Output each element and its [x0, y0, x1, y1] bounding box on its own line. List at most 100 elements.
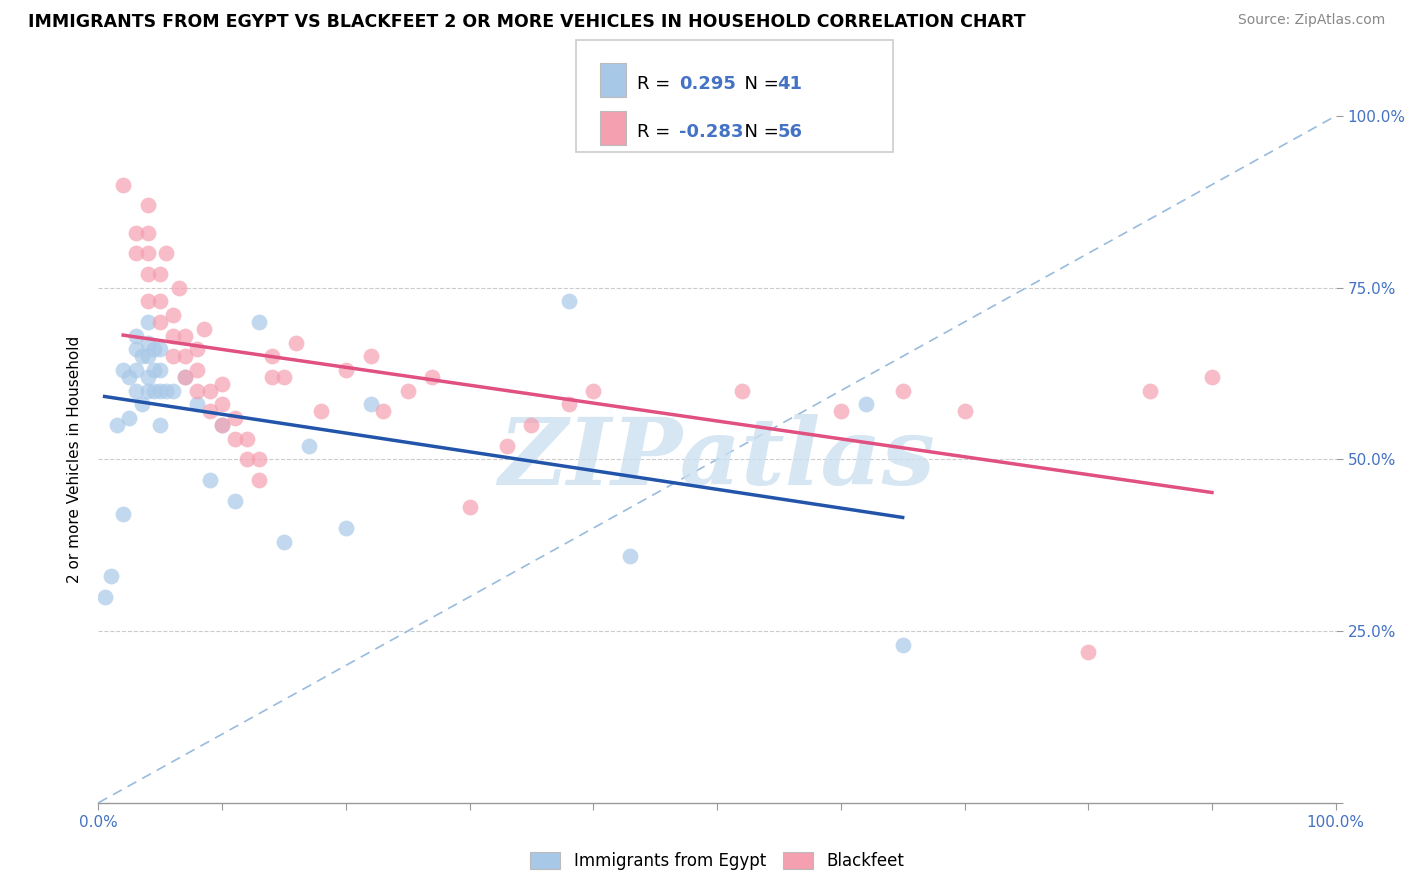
Point — [260, 350, 283, 364]
Point — [198, 473, 221, 487]
Point — [335, 521, 357, 535]
Point — [360, 350, 382, 364]
Y-axis label: 2 or more Vehicles in Household: 2 or more Vehicles in Household — [67, 335, 83, 583]
Point — [247, 452, 270, 467]
Point — [162, 308, 184, 322]
Point — [93, 590, 115, 604]
Point — [149, 384, 172, 398]
Text: IMMIGRANTS FROM EGYPT VS BLACKFEET 2 OR MORE VEHICLES IN HOUSEHOLD CORRELATION C: IMMIGRANTS FROM EGYPT VS BLACKFEET 2 OR … — [28, 13, 1026, 31]
Point — [224, 411, 246, 425]
Point — [136, 370, 159, 384]
Point — [112, 508, 135, 522]
Point — [557, 294, 579, 309]
Point — [174, 328, 197, 343]
Point — [582, 384, 605, 398]
Point — [186, 343, 208, 357]
Text: 0.295: 0.295 — [679, 75, 735, 93]
Point — [167, 281, 190, 295]
Point — [100, 569, 122, 583]
Point — [155, 246, 177, 260]
Point — [731, 384, 754, 398]
Point — [162, 328, 184, 343]
Point — [149, 294, 172, 309]
Point — [335, 363, 357, 377]
Point — [149, 363, 172, 377]
Point — [118, 370, 141, 384]
Legend: Immigrants from Egypt, Blackfeet: Immigrants from Egypt, Blackfeet — [523, 846, 911, 877]
Point — [162, 384, 184, 398]
Point — [855, 397, 877, 411]
Point — [198, 404, 221, 418]
Point — [495, 439, 517, 453]
Point — [131, 350, 153, 364]
Point — [371, 404, 394, 418]
Point — [112, 363, 135, 377]
Text: Source: ZipAtlas.com: Source: ZipAtlas.com — [1237, 13, 1385, 28]
Point — [224, 432, 246, 446]
Point — [136, 384, 159, 398]
Point — [155, 384, 177, 398]
Point — [360, 397, 382, 411]
Point — [131, 397, 153, 411]
Point — [891, 638, 914, 652]
Point — [273, 370, 295, 384]
Point — [136, 294, 159, 309]
Point — [1201, 370, 1223, 384]
Point — [136, 315, 159, 329]
Text: ZIPatlas: ZIPatlas — [499, 415, 935, 504]
Text: R =: R = — [637, 123, 676, 141]
Text: -0.283: -0.283 — [679, 123, 744, 141]
Text: 41: 41 — [778, 75, 803, 93]
Point — [422, 370, 444, 384]
Point — [891, 384, 914, 398]
Point — [124, 384, 146, 398]
Point — [186, 397, 208, 411]
Point — [143, 384, 166, 398]
Point — [273, 534, 295, 549]
Point — [211, 376, 233, 391]
Point — [198, 384, 221, 398]
Point — [309, 404, 332, 418]
Point — [285, 335, 308, 350]
Point — [557, 397, 579, 411]
Point — [174, 370, 197, 384]
Point — [149, 315, 172, 329]
Point — [396, 384, 419, 398]
Point — [136, 267, 159, 281]
Point — [174, 350, 197, 364]
Point — [124, 343, 146, 357]
Point — [1077, 645, 1099, 659]
Point — [224, 493, 246, 508]
Point — [211, 417, 233, 433]
Point — [136, 198, 159, 212]
Point — [124, 328, 146, 343]
Point — [124, 226, 146, 240]
Point — [162, 350, 184, 364]
Point — [247, 473, 270, 487]
Point — [112, 178, 135, 192]
Point — [193, 322, 215, 336]
Point — [458, 500, 481, 515]
Point — [211, 397, 233, 411]
Point — [260, 370, 283, 384]
Point — [953, 404, 976, 418]
Point — [136, 350, 159, 364]
Point — [830, 404, 852, 418]
Point — [1139, 384, 1161, 398]
Point — [186, 363, 208, 377]
Text: N =: N = — [733, 75, 785, 93]
Point — [136, 226, 159, 240]
Point — [149, 343, 172, 357]
Text: 56: 56 — [778, 123, 803, 141]
Point — [298, 439, 321, 453]
Point — [124, 246, 146, 260]
Point — [236, 452, 259, 467]
Point — [124, 363, 146, 377]
Point — [520, 417, 543, 433]
Point — [247, 315, 270, 329]
Point — [211, 417, 233, 433]
Point — [136, 335, 159, 350]
Point — [143, 363, 166, 377]
Text: N =: N = — [733, 123, 785, 141]
Point — [174, 370, 197, 384]
